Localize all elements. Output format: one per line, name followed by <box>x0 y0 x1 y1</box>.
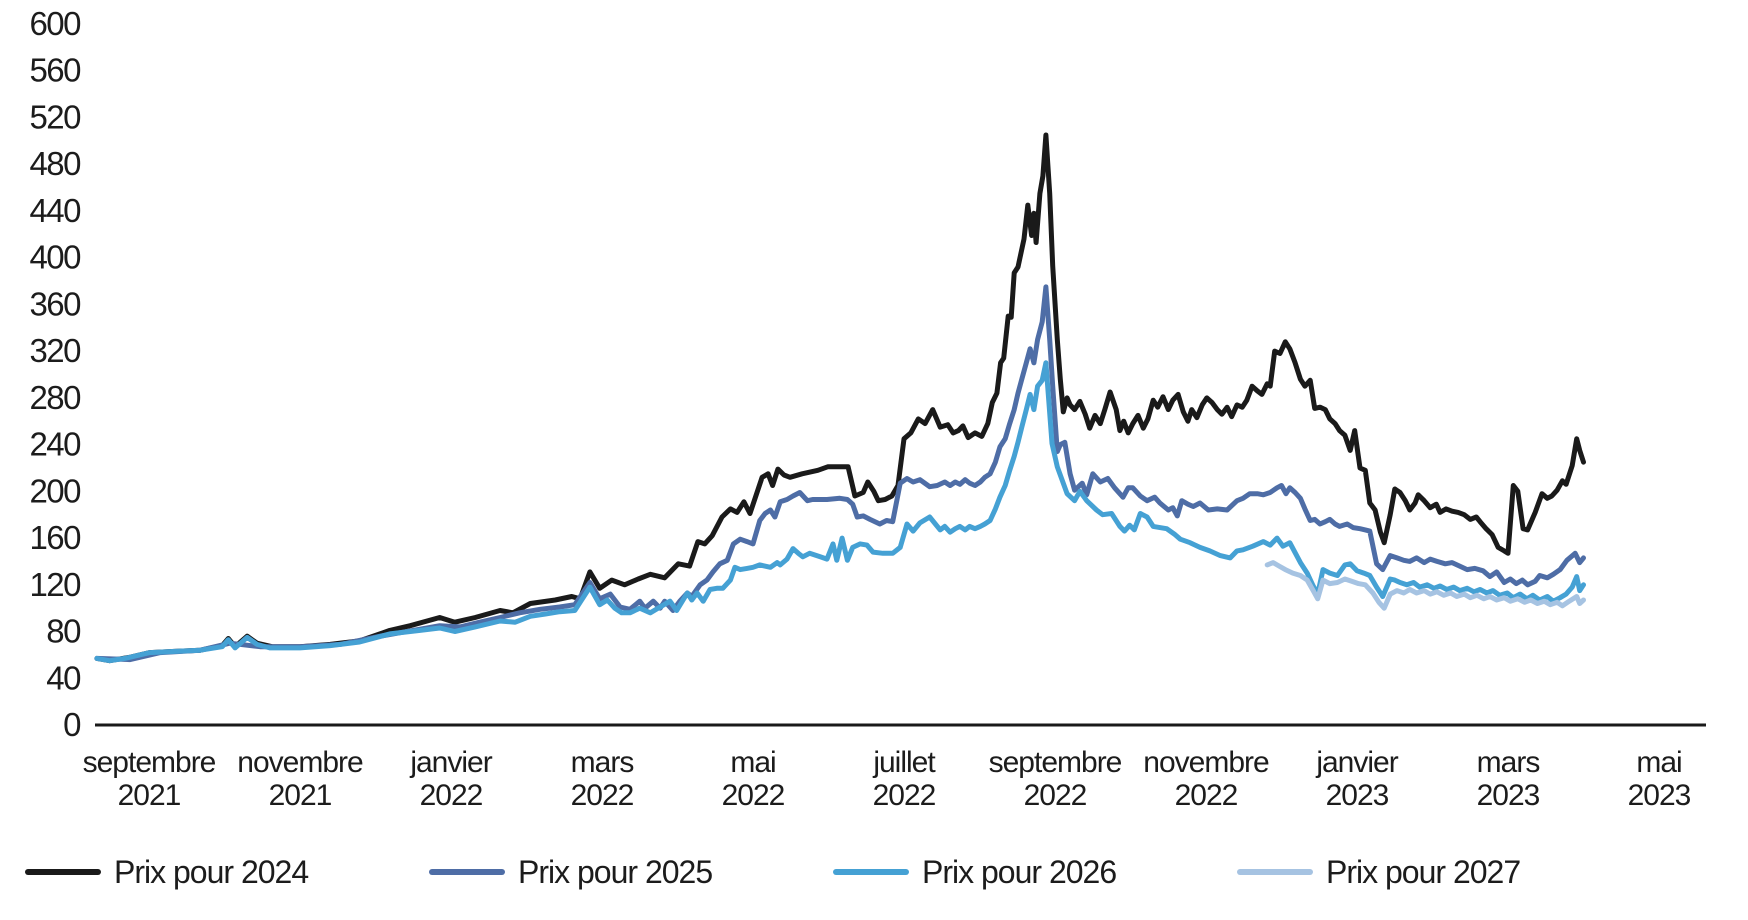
x-axis-tick-label: janvier 2023 <box>1315 746 1398 812</box>
x-axis-tick-label: juillet 2022 <box>872 746 936 812</box>
legend-item-prix-pour-2025: Prix pour 2025 <box>429 842 713 902</box>
y-axis-tick-label: 200 <box>29 472 81 509</box>
y-axis-tick-label: 360 <box>29 285 81 322</box>
legend-label: Prix pour 2025 <box>518 853 713 890</box>
x-axis-tick-label: janvier 2022 <box>409 746 492 812</box>
legend-swatch-prix-pour-2027 <box>1237 869 1313 875</box>
x-axis-tick-label: mai 2022 <box>722 746 785 812</box>
series-line-prix-pour-2027 <box>1264 560 1586 611</box>
legend-item-prix-pour-2026: Prix pour 2026 <box>833 842 1117 902</box>
x-axis-tick-label: mai 2023 <box>1628 746 1691 812</box>
x-axis-tick-label: septembre 2022 <box>989 746 1122 812</box>
series-line-prix-pour-2025 <box>94 284 1586 663</box>
x-axis-tick-label: septembre 2021 <box>83 746 216 812</box>
y-axis-tick-label: 0 <box>63 706 81 743</box>
x-axis-tick-label: novembre 2021 <box>237 746 363 812</box>
series-line-prix-pour-2024 <box>94 132 1586 664</box>
y-axis-tick-label: 320 <box>29 332 81 369</box>
legend: Prix pour 2024 Prix pour 2025 Prix pour 20… <box>0 842 1748 902</box>
y-axis-tick-label: 520 <box>29 98 81 135</box>
x-axis-tick-label: novembre 2022 <box>1143 746 1269 812</box>
x-axis-tick-label: mars 2022 <box>571 746 634 812</box>
y-axis-tick-label: 440 <box>29 192 81 229</box>
y-axis-tick-label: 280 <box>29 379 81 416</box>
legend-swatch-prix-pour-2024 <box>25 869 101 875</box>
legend-swatch-prix-pour-2026 <box>833 869 909 875</box>
y-axis-tick-label: 560 <box>29 52 81 89</box>
y-axis-tick-label: 400 <box>29 239 81 276</box>
x-axis-tick-label: mars 2023 <box>1477 746 1540 812</box>
series-line-prix-pour-2026 <box>94 360 1586 664</box>
y-axis-tick-label: 480 <box>29 145 81 182</box>
legend-label: Prix pour 2026 <box>922 853 1117 890</box>
legend-label: Prix pour 2024 <box>114 853 309 890</box>
y-axis-tick-label: 600 <box>29 5 81 42</box>
y-axis-tick-label: 80 <box>46 613 81 650</box>
legend-swatch-prix-pour-2025 <box>429 869 505 875</box>
y-axis-tick-label: 160 <box>29 519 81 556</box>
legend-item-prix-pour-2024: Prix pour 2024 <box>25 842 309 902</box>
y-axis-tick-label: 40 <box>46 659 81 696</box>
legend-label: Prix pour 2027 <box>1326 853 1521 890</box>
y-axis-tick-label: 240 <box>29 426 81 463</box>
y-axis-tick-label: 120 <box>29 566 81 603</box>
legend-item-prix-pour-2027: Prix pour 2027 <box>1237 842 1521 902</box>
